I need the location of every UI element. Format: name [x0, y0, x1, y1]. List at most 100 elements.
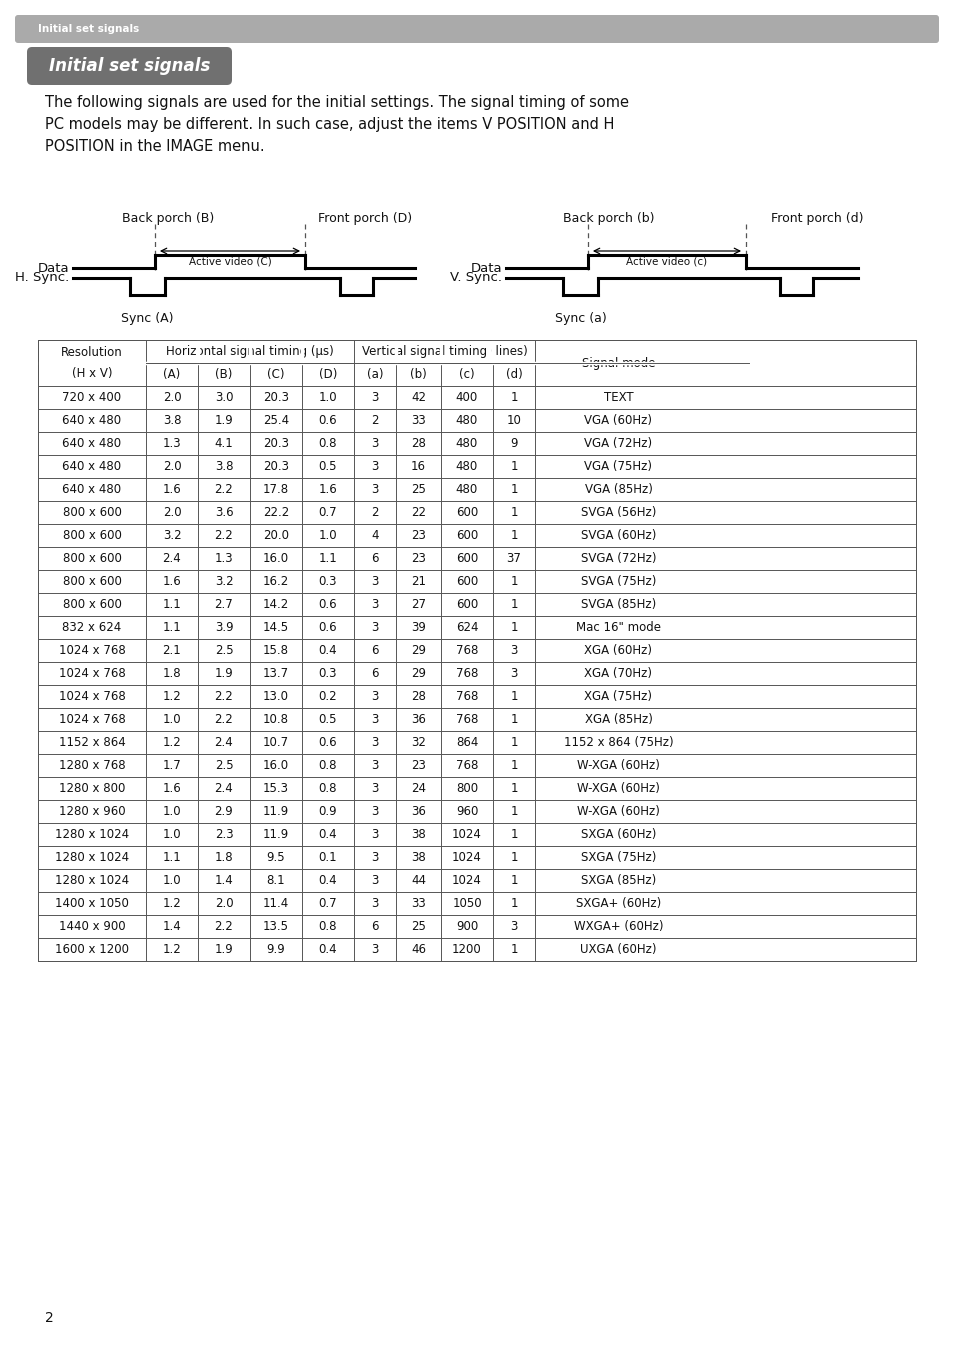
- Text: Sync (A): Sync (A): [121, 311, 173, 325]
- Text: Back porch (B): Back porch (B): [121, 213, 213, 225]
- Text: 0.3: 0.3: [318, 668, 337, 680]
- Text: 720 x 400: 720 x 400: [62, 391, 121, 403]
- Text: 20.3: 20.3: [263, 437, 289, 450]
- Text: 1200: 1200: [452, 942, 481, 956]
- Text: 8.1: 8.1: [267, 873, 285, 887]
- Text: WXGA+ (60Hz): WXGA+ (60Hz): [573, 919, 662, 933]
- Text: 1.7: 1.7: [162, 760, 181, 772]
- Text: 3: 3: [371, 852, 378, 864]
- Text: 6: 6: [371, 668, 378, 680]
- Text: 1: 1: [510, 483, 517, 496]
- Text: 1.8: 1.8: [163, 668, 181, 680]
- Text: 0.5: 0.5: [318, 460, 337, 473]
- Text: 800 x 600: 800 x 600: [63, 598, 121, 611]
- Text: 600: 600: [456, 529, 477, 542]
- Text: 1.0: 1.0: [318, 529, 337, 542]
- Text: The following signals are used for the initial settings. The signal timing of so: The following signals are used for the i…: [45, 95, 628, 154]
- Text: 800 x 600: 800 x 600: [63, 552, 121, 565]
- Text: (A): (A): [163, 368, 180, 380]
- Text: 0.9: 0.9: [318, 806, 337, 818]
- Text: 3.2: 3.2: [163, 529, 181, 542]
- Text: 24: 24: [411, 783, 426, 795]
- Text: 640 x 480: 640 x 480: [62, 460, 121, 473]
- Text: 23: 23: [411, 529, 425, 542]
- Text: 0.6: 0.6: [318, 598, 337, 611]
- Text: 46: 46: [411, 942, 426, 956]
- Text: 33: 33: [411, 414, 425, 427]
- Text: 2.0: 2.0: [163, 460, 181, 473]
- Text: (C): (C): [267, 368, 284, 380]
- Text: 1: 1: [510, 529, 517, 542]
- Text: 0.6: 0.6: [318, 414, 337, 427]
- Text: 640 x 480: 640 x 480: [62, 483, 121, 496]
- Text: 3: 3: [371, 806, 378, 818]
- Text: 22.2: 22.2: [263, 506, 289, 519]
- Text: 4.1: 4.1: [214, 437, 233, 450]
- Text: H. Sync.: H. Sync.: [14, 272, 69, 284]
- Text: 1: 1: [510, 783, 517, 795]
- Text: 1024: 1024: [452, 873, 481, 887]
- Text: 6: 6: [371, 645, 378, 657]
- Text: XGA (70Hz): XGA (70Hz): [584, 668, 652, 680]
- Text: 2.2: 2.2: [214, 919, 233, 933]
- Text: 1.8: 1.8: [214, 852, 233, 864]
- Text: 1.0: 1.0: [163, 873, 181, 887]
- Text: 1.6: 1.6: [162, 483, 181, 496]
- Text: SVGA (85Hz): SVGA (85Hz): [580, 598, 656, 611]
- Text: 3: 3: [371, 942, 378, 956]
- Text: 2.2: 2.2: [214, 483, 233, 496]
- Text: 2: 2: [371, 414, 378, 427]
- Text: 2.2: 2.2: [214, 691, 233, 703]
- Text: 480: 480: [456, 437, 477, 450]
- Text: 768: 768: [456, 691, 477, 703]
- Text: 1: 1: [510, 691, 517, 703]
- Text: 1: 1: [510, 575, 517, 588]
- Text: 2: 2: [45, 1311, 53, 1326]
- Text: 0.7: 0.7: [318, 896, 337, 910]
- Text: 1: 1: [510, 829, 517, 841]
- Text: 9.5: 9.5: [267, 852, 285, 864]
- Text: 20.3: 20.3: [263, 391, 289, 403]
- Text: 1.3: 1.3: [163, 437, 181, 450]
- Text: 1: 1: [510, 391, 517, 403]
- Text: 1.1: 1.1: [318, 552, 337, 565]
- Text: 3: 3: [371, 391, 378, 403]
- Text: 2.2: 2.2: [214, 714, 233, 726]
- Text: 11.4: 11.4: [263, 896, 289, 910]
- Text: 15.8: 15.8: [263, 645, 289, 657]
- Text: 600: 600: [456, 506, 477, 519]
- Text: 0.5: 0.5: [318, 714, 337, 726]
- Text: 23: 23: [411, 760, 425, 772]
- Text: 640 x 480: 640 x 480: [62, 437, 121, 450]
- Text: (H x V): (H x V): [71, 367, 112, 380]
- Text: 38: 38: [411, 852, 425, 864]
- Text: 3: 3: [371, 691, 378, 703]
- Text: 480: 480: [456, 414, 477, 427]
- Text: (D): (D): [318, 368, 336, 380]
- Text: SXGA (85Hz): SXGA (85Hz): [580, 873, 656, 887]
- Text: 1.3: 1.3: [214, 552, 233, 565]
- Text: V. Sync.: V. Sync.: [450, 272, 501, 284]
- Text: 13.7: 13.7: [263, 668, 289, 680]
- Text: 39: 39: [411, 621, 425, 634]
- Text: (d): (d): [505, 368, 522, 380]
- Text: 1: 1: [510, 460, 517, 473]
- Text: 1.1: 1.1: [162, 852, 181, 864]
- Text: 1280 x 960: 1280 x 960: [59, 806, 125, 818]
- Text: 400: 400: [456, 391, 477, 403]
- Text: 1.2: 1.2: [162, 737, 181, 749]
- Text: 36: 36: [411, 714, 425, 726]
- Text: 864: 864: [456, 737, 477, 749]
- Text: 1: 1: [510, 760, 517, 772]
- Text: 1.1: 1.1: [162, 621, 181, 634]
- Text: 3: 3: [371, 783, 378, 795]
- Text: 0.4: 0.4: [318, 645, 337, 657]
- Text: 800 x 600: 800 x 600: [63, 575, 121, 588]
- Text: (b): (b): [410, 368, 426, 380]
- Text: (a): (a): [366, 368, 383, 380]
- Text: 1: 1: [510, 737, 517, 749]
- Text: 1440 x 900: 1440 x 900: [59, 919, 125, 933]
- Text: 0.7: 0.7: [318, 506, 337, 519]
- Text: 32: 32: [411, 737, 425, 749]
- Text: 960: 960: [456, 806, 477, 818]
